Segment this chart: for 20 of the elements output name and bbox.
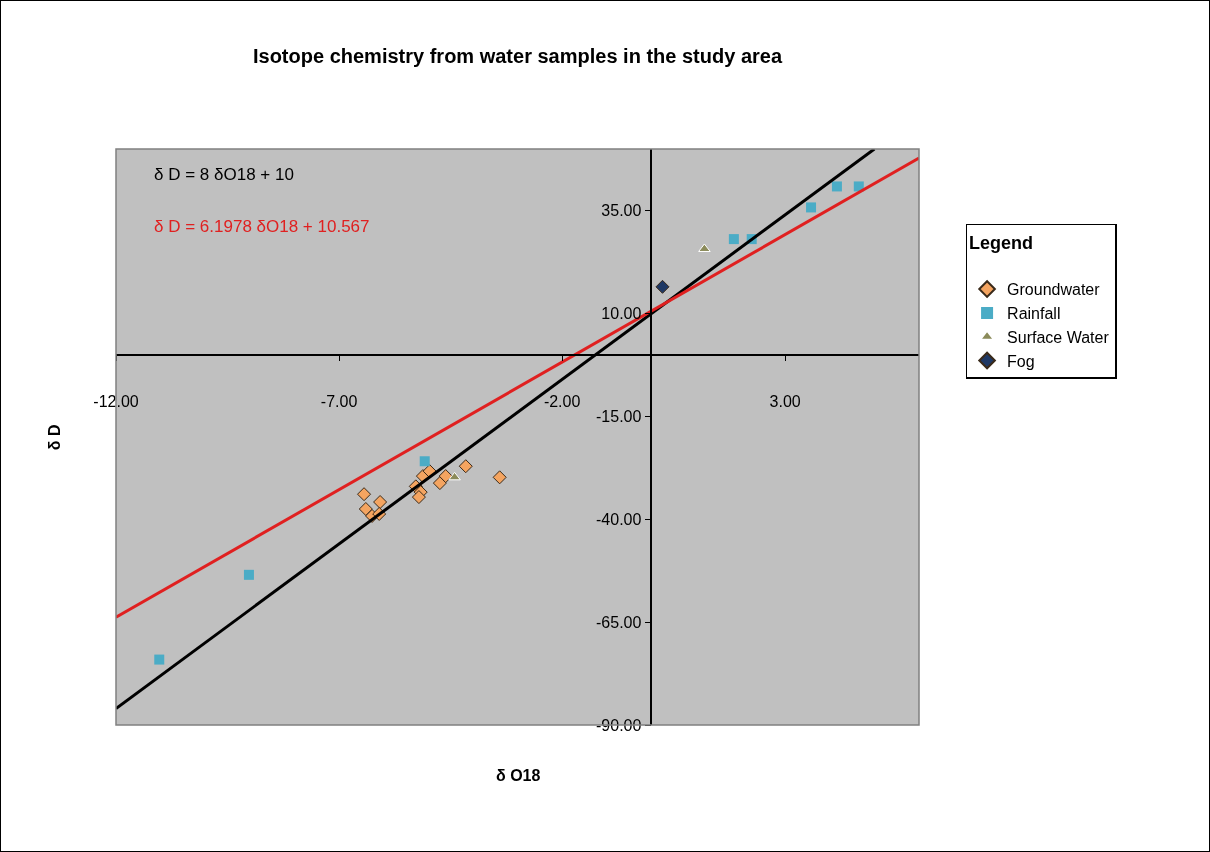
y-tick-label: -90.00	[596, 716, 642, 734]
y-tick-label: 10.00	[601, 305, 642, 323]
y-tick-label: -65.00	[596, 613, 642, 631]
x-tick-label: -12.00	[93, 392, 139, 410]
annotation: δ D = 8 δO18 + 10	[154, 165, 294, 184]
x-tick-label: -7.00	[320, 392, 358, 410]
x-tick-label: -2.00	[543, 392, 581, 410]
x-tick-label: 3.00	[769, 392, 801, 410]
chart-title: Isotope chemistry from water samples in the study area	[252, 45, 783, 68]
legend-title: Legend	[969, 232, 1034, 253]
y-tick-label: 35.00	[601, 202, 642, 220]
legend-label: Fog	[1007, 352, 1035, 370]
legend-label: Groundwater	[1007, 281, 1101, 299]
y-tick-label: -40.00	[596, 510, 642, 528]
y-axis-title: δ D	[46, 424, 64, 451]
y-tick-label: -15.00	[596, 408, 642, 426]
annotation: δ D = 6.1978 δO18 + 10.567	[154, 217, 370, 236]
legend-label: Rainfall	[1007, 305, 1061, 323]
x-axis-title: δ O18	[496, 767, 541, 784]
legend-label: Surface Water	[1007, 328, 1110, 346]
